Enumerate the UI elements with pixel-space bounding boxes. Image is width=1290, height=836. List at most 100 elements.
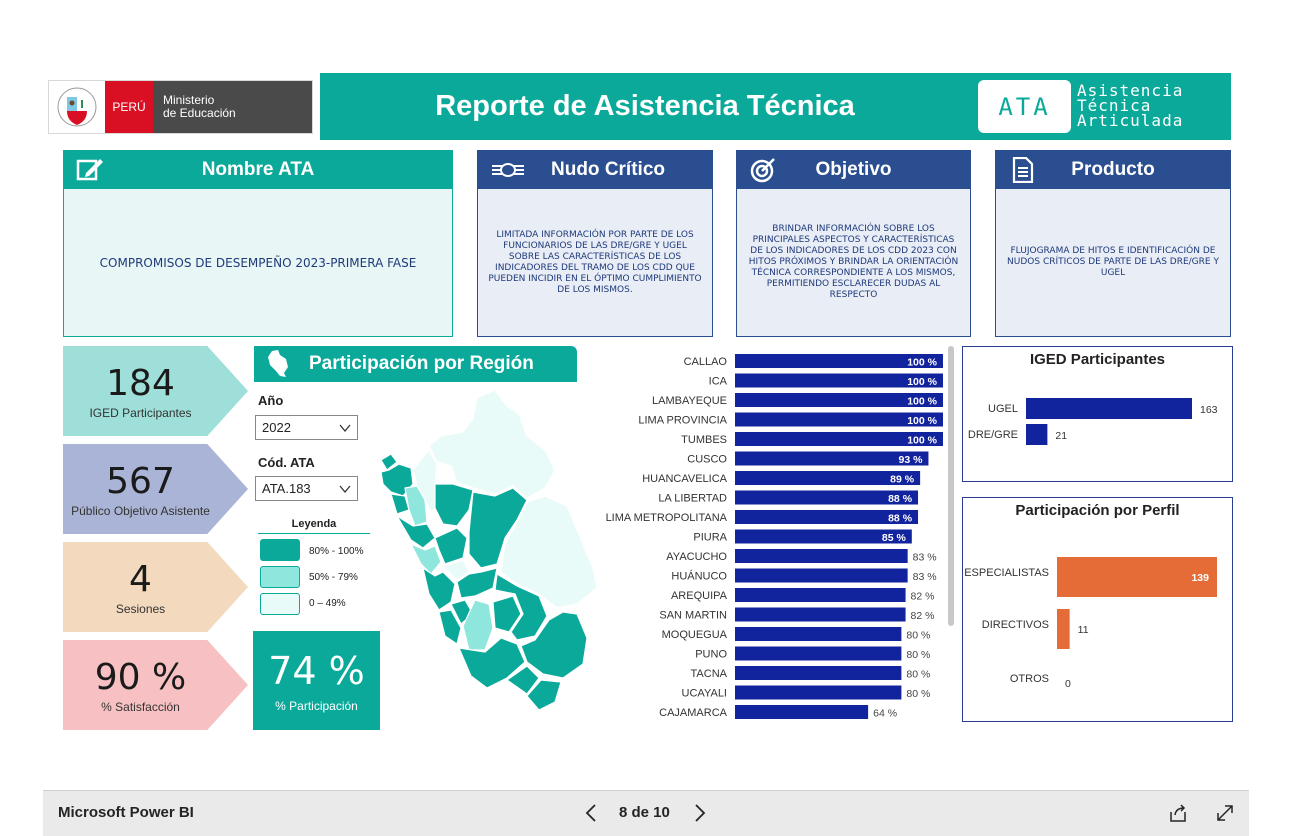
filter-ata-label: Cód. ATA [258,455,315,470]
card-body: BRINDAR INFORMACIÓN SOBRE LOS PRINCIPALE… [748,224,959,300]
ministry-label: Ministerio de Educación [153,81,312,133]
region-label-cusco: CUSCO [687,454,727,466]
region-bar-huanuco [735,568,908,583]
previous-page-icon[interactable] [581,802,603,824]
region-label-lima-provincia: LIMA PROVINCIA [638,415,727,427]
map-region-moquegua[interactable] [506,665,540,695]
card-title: Objetivo [815,159,892,180]
card-objetivo: Objetivo BRINDAR INFORMACIÓN SOBRE LOS P… [736,150,971,337]
kpi-label: % Satisfacción [101,699,180,714]
card-title: Producto [1071,159,1155,180]
region-bar-lima-metropolitana [735,510,919,524]
chart-scrollbar[interactable] [948,346,954,626]
participation-card: 74 % % Participación [253,631,380,730]
profile-bar-especialistas [1057,557,1217,597]
ata-full-line-3: Articulada [1077,111,1184,130]
filter-ata-value: ATA.183 [262,481,311,496]
iged-bar-ugel [1026,398,1192,419]
map-region-san-martin[interactable] [434,483,474,527]
legend-swatch-high [260,539,300,561]
profile-label-otros: OTROS [1010,673,1049,685]
participation-label: % Participación [275,698,358,713]
region-value-puno: 80 % [906,649,930,661]
map-region-lima[interactable] [422,567,456,611]
region-bar-huancavelica [735,471,921,485]
region-bar-tumbes [735,432,943,446]
kpi-label: Público Objetivo Asistente [71,503,210,518]
region-value-ucayali: 80 % [906,688,930,700]
map-region-ica[interactable] [438,609,462,645]
peru-label: PERÚ [105,81,153,133]
region-value-cusco: 93 % [899,454,924,466]
region-section-header: Participación por Región [254,346,577,382]
region-bar-cusco [735,451,929,466]
legend-label-high: 80% - 100% [309,546,364,557]
profile-value-especialistas: 139 [1191,572,1209,584]
map-region-puno[interactable] [520,611,588,679]
region-value-ica: 100 % [907,376,937,388]
region-value-san-martin: 82 % [911,610,935,622]
region-label-callao: CALLAO [684,356,728,368]
map-region-apurimac[interactable] [492,595,522,633]
page-title: Reporte de Asistencia Técnica [435,90,855,122]
region-bar-lima-provincia [735,412,943,427]
map-region-junin[interactable] [456,567,498,599]
map-region-loreto[interactable] [428,389,556,499]
region-value-la-libertad: 88 % [888,493,913,505]
card-header: Producto [996,151,1230,189]
region-label-piura: PIURA [693,532,727,544]
map-region-pasco[interactable] [442,559,470,581]
title-bar: Reporte de Asistencia Técnica ATA Asiste… [320,73,1231,140]
region-value-huancavelica: 89 % [890,474,915,486]
fullscreen-icon[interactable] [1214,802,1236,824]
legend-title: Leyenda [258,518,370,534]
map-region-ucayali[interactable] [468,487,528,569]
region-label-ayacucho: AYACUCHO [666,551,727,563]
iged-label-dre-gre: DRE/GRE [968,429,1018,441]
map-region-arequipa[interactable] [458,637,526,689]
filter-year-label: Año [258,393,284,408]
region-bar-puno [735,646,902,661]
region-value-cajamarca: 64 % [873,708,897,720]
filter-ata-select[interactable]: ATA.183 [255,476,358,501]
map-region-tumbes[interactable] [380,453,398,471]
document-icon [1012,157,1034,183]
next-page-icon[interactable] [688,802,710,824]
peru-region-map[interactable] [377,388,607,728]
kpi-value: 567 [106,460,175,502]
region-bar-ayacucho [735,549,908,563]
region-bar-arequipa [735,588,906,602]
card-nombre-ata: Nombre ATA COMPROMISOS DE DESEMPEÑO 2023… [63,150,453,337]
region-bar-chart: CALLAO 100 % ICA 100 % LAMBAYEQUE 100 % LIMA P… [606,354,943,720]
region-value-moquegua: 80 % [906,630,930,642]
region-bar-san-martin [735,607,906,622]
legend-label-low: 0 – 49% [309,598,346,609]
iged-bar-dre-gre [1026,424,1048,445]
region-bar-tacna [735,666,902,680]
map-region-madre-de-dios[interactable] [500,495,598,609]
filter-year-select[interactable]: 2022 [255,415,358,440]
chevron-down-icon [339,485,351,494]
map-region-huanuco[interactable] [434,527,468,565]
ata-full-line-2: Técnica [1077,96,1152,115]
chevron-down-icon [339,424,351,433]
share-icon[interactable] [1167,802,1189,824]
map-region-ancash[interactable] [410,543,442,575]
iged-value-ugel: 163 [1200,404,1218,416]
map-region-cusco[interactable] [494,573,548,641]
map-region-cajamarca[interactable] [404,485,428,527]
iged-value-dre-gre: 21 [1055,430,1067,442]
profile-label-directivos: DIRECTIVOS [982,619,1049,631]
region-value-tacna: 80 % [906,669,930,681]
region-bar-callao [735,354,943,368]
card-nudo-critico: Nudo Crítico LIMITADA INFORMACIÓN POR PA… [477,150,713,337]
iged-participants-panel: IGED Participantes UGEL 163 DRE/GRE 21 [962,346,1233,482]
map-region-tacna[interactable] [526,679,562,711]
profile-participation-panel: Participación por Perfil ESPECIALISTAS 13… [962,497,1233,722]
region-bar-cajamarca [735,705,869,719]
region-value-callao: 100 % [907,357,937,369]
region-label-san-martin: SAN MARTIN [659,610,727,622]
region-label-puno: PUNO [695,649,727,661]
region-label-huanuco: HUÁNUCO [671,570,727,583]
region-bar-la-libertad [735,490,919,505]
